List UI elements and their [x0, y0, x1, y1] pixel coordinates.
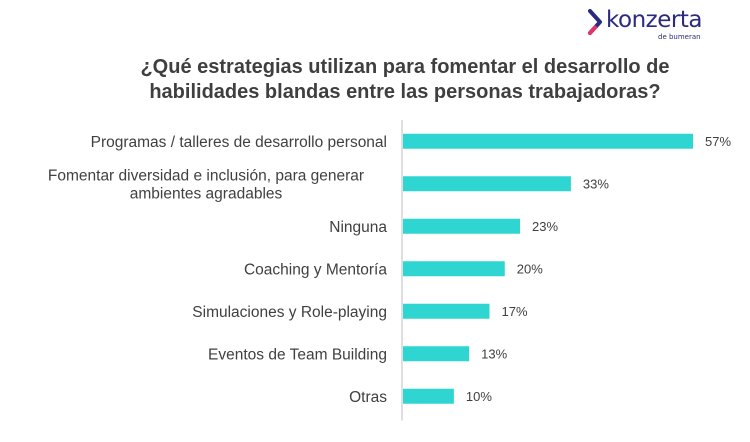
value-label-1: 57%: [705, 134, 731, 149]
brand-logo: konzerta de bumeran: [588, 6, 738, 41]
chart-title-line-2: habilidades blandas entre las personas t…: [149, 81, 661, 103]
chart-title: ¿Qué estrategias utilizan para fomentar …: [70, 55, 740, 105]
value-label-3: 23%: [532, 219, 558, 234]
category-label-2: Fomentar diversidad e inclusión, para ge…: [48, 167, 364, 202]
category-label-1: Programas / talleres de desarrollo perso…: [91, 134, 387, 151]
value-label-7: 10%: [466, 389, 492, 404]
bar-6: [403, 346, 470, 362]
value-label-2: 33%: [583, 176, 609, 191]
bar-7: [403, 388, 454, 404]
brand-name: konzerta: [606, 7, 702, 33]
bar-3: [403, 218, 521, 234]
category-label-4: Coaching y Mentoría: [244, 261, 387, 278]
bar-1: [403, 133, 693, 149]
value-label-6: 13%: [481, 346, 507, 361]
chart-title-line-1: ¿Qué estrategias utilizan para fomentar …: [140, 56, 670, 78]
category-label-3: Ninguna: [329, 219, 387, 236]
bar-5: [403, 303, 490, 319]
category-label-6: Eventos de Team Building: [208, 346, 387, 363]
category-label-5: Simulaciones y Role-playing: [192, 304, 387, 321]
brand-tagline: de bumeran: [658, 33, 701, 41]
bar-4: [403, 261, 505, 277]
bar-2: [403, 176, 571, 192]
value-label-4: 20%: [517, 261, 543, 276]
category-label-2-line-1: Fomentar diversidad e inclusión, para ge…: [48, 167, 364, 184]
category-label-7: Otras: [349, 389, 387, 406]
value-label-5: 17%: [501, 304, 527, 319]
konzerta-chevron-icon: [588, 9, 602, 35]
category-label-2-line-2: ambientes agradables: [130, 185, 283, 202]
